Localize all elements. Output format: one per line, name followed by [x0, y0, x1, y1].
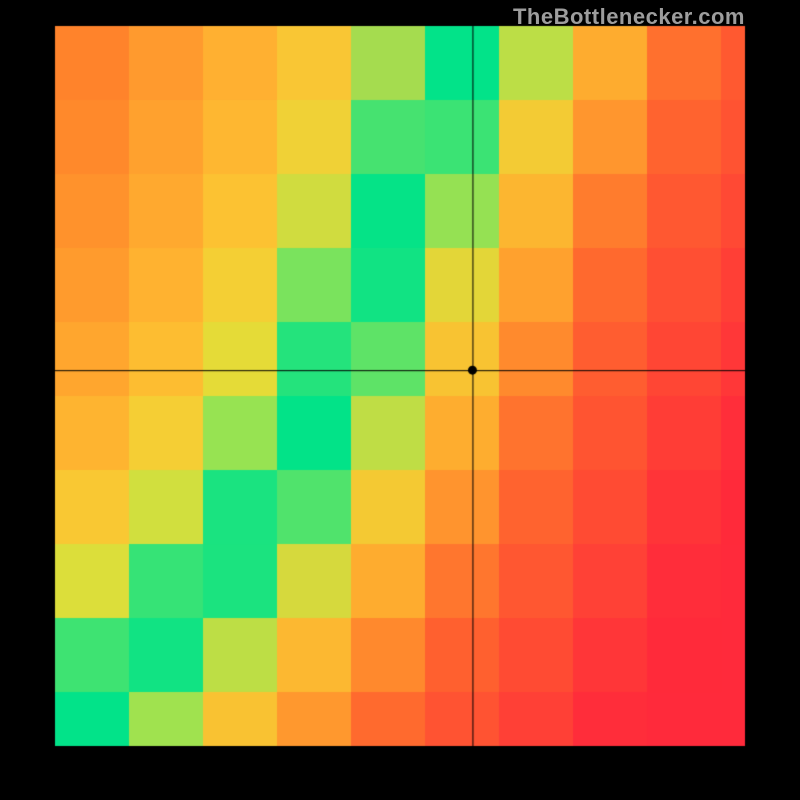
- bottleneck-heatmap: [0, 0, 800, 800]
